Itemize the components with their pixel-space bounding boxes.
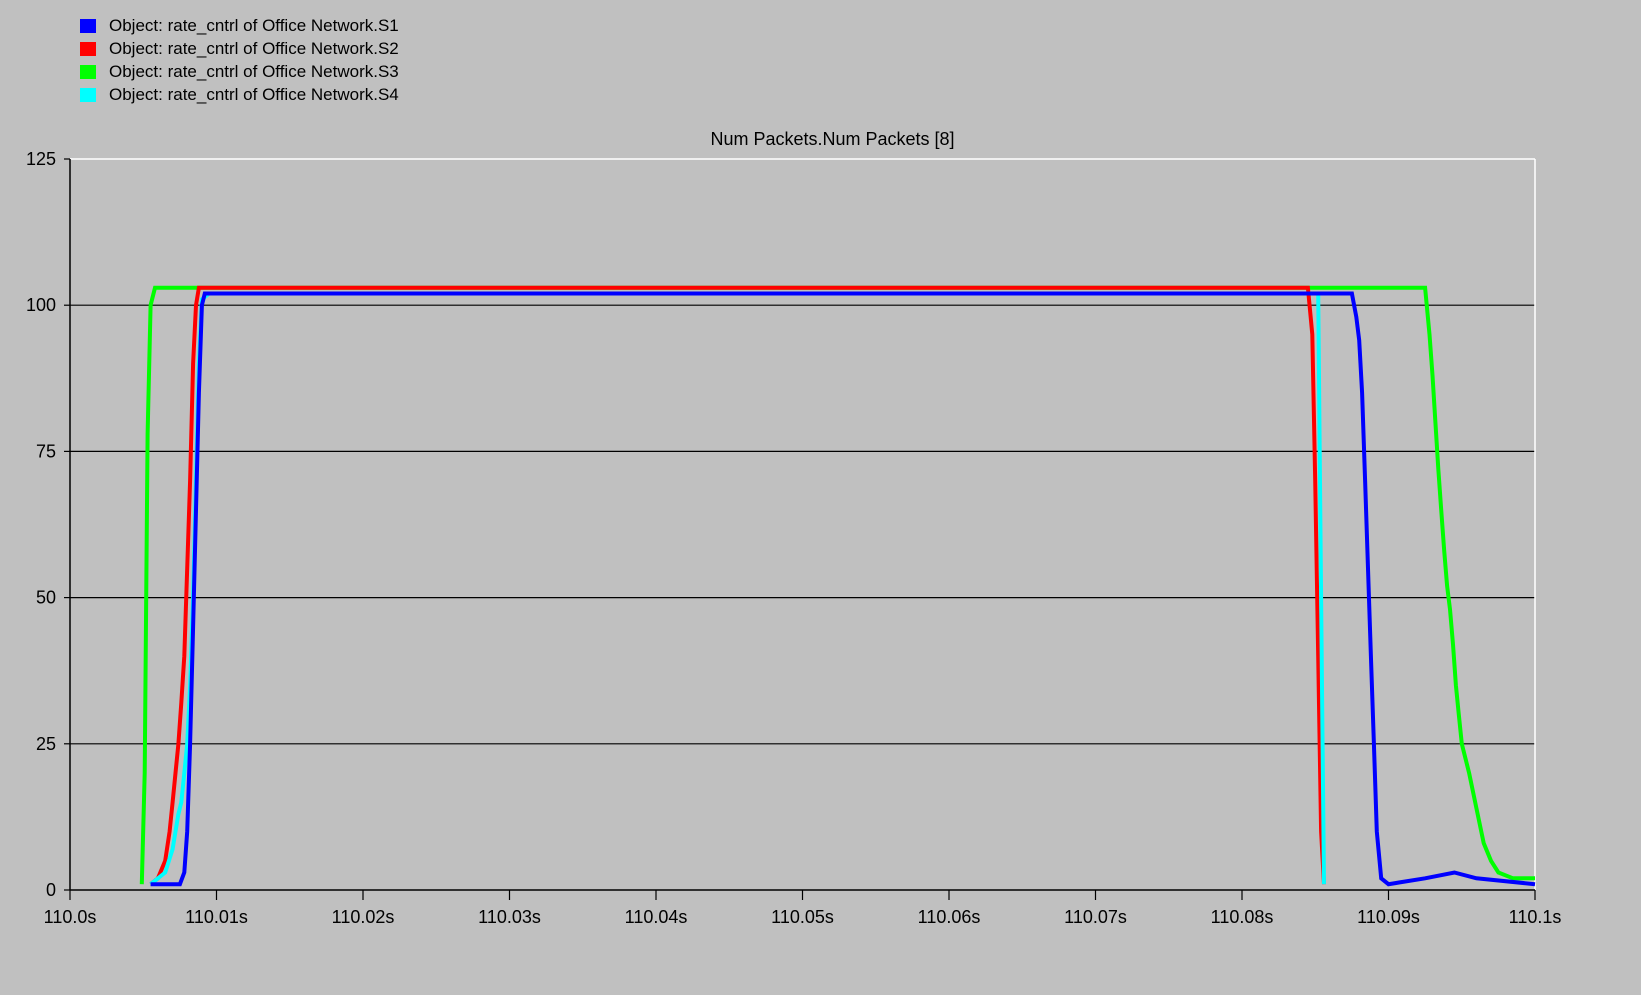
- x-tick-label: 110.06s: [918, 907, 981, 927]
- x-tick-label: 110.1s: [1509, 907, 1562, 927]
- x-tick-label: 110.01s: [185, 907, 248, 927]
- legend-label: Object: rate_cntrl of Office Network.S3: [109, 61, 399, 81]
- legend: Object: rate_cntrl of Office Network.S1 …: [80, 14, 399, 106]
- x-tick-label: 110.07s: [1064, 907, 1127, 927]
- series-line: [139, 285, 1535, 885]
- legend-label: Object: rate_cntrl of Office Network.S2: [109, 38, 399, 58]
- legend-swatch: [80, 18, 96, 33]
- x-tick-label: 110.02s: [332, 907, 395, 927]
- x-tick-label: 110.0s: [44, 907, 97, 927]
- x-tick-label: 110.09s: [1357, 907, 1420, 927]
- axes: 0 25 50 75 100 125 110.0s 110.01s 110.02s 110.03s…: [26, 149, 1561, 927]
- legend-item: Object: rate_cntrl of Office Network.S2: [80, 37, 399, 60]
- legend-label: Object: rate_cntrl of Office Network.S1: [109, 15, 399, 35]
- y-tick-label: 75: [36, 441, 56, 461]
- legend-item: Object: rate_cntrl of Office Network.S3: [80, 60, 399, 83]
- series-line: [150, 291, 1536, 887]
- legend-item: Object: rate_cntrl of Office Network.S1: [80, 14, 399, 37]
- y-tick-label: 25: [36, 734, 56, 754]
- series-line: [149, 285, 1326, 886]
- x-tick-label: 110.05s: [771, 907, 834, 927]
- legend-item: Object: rate_cntrl of Office Network.S4: [80, 83, 399, 106]
- series-line: [149, 291, 1326, 886]
- x-tick-label: 110.08s: [1211, 907, 1274, 927]
- legend-swatch: [80, 41, 96, 56]
- chart-title: Num Packets.Num Packets [8]: [710, 129, 954, 149]
- plot-frame: [70, 158, 1536, 890]
- legend-label: Object: rate_cntrl of Office Network.S4: [109, 84, 399, 104]
- x-tick-label: 110.03s: [478, 907, 541, 927]
- series-group: [139, 285, 1536, 887]
- y-tick-label: 50: [36, 588, 56, 608]
- y-tick-label: 100: [26, 295, 56, 315]
- legend-swatch: [80, 87, 96, 102]
- x-tick-label: 110.04s: [625, 907, 688, 927]
- y-tick-label: 0: [46, 880, 56, 900]
- y-tick-label: 125: [26, 149, 56, 169]
- grid-lines: [70, 304, 1535, 745]
- legend-swatch: [80, 64, 96, 79]
